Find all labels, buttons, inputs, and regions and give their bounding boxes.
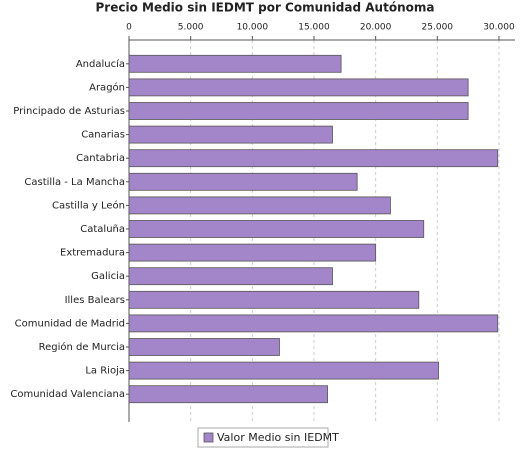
bar: [128, 243, 377, 262]
y-tick-label: Aragón: [89, 81, 125, 93]
bar: [128, 196, 391, 215]
bar: [128, 54, 342, 73]
x-tick-label: 10.000: [237, 23, 269, 33]
y-tick-label: Cataluña: [80, 224, 125, 235]
bar: [128, 267, 333, 286]
x-tick-label: 5.000: [178, 23, 204, 33]
bar: [128, 149, 499, 168]
x-tick-label: 30.000: [483, 23, 515, 33]
y-tick-label: Castilla - La Mancha: [24, 177, 125, 188]
y-tick-label: Cantabria: [76, 153, 125, 164]
legend-swatch: [203, 432, 214, 443]
y-tick-label: Canarias: [81, 130, 125, 141]
legend-box: [197, 427, 329, 448]
bar: [128, 361, 439, 380]
bar: [128, 338, 280, 356]
y-tick-label: La Rioja: [85, 366, 125, 377]
x-tick-label: 15.000: [298, 23, 330, 33]
y-tick-label: Extremadura: [60, 248, 125, 259]
y-tick-label: Illes Balears: [65, 295, 125, 306]
bar: [128, 314, 499, 333]
bar: [128, 78, 469, 97]
x-tick-label: 25.000: [422, 23, 454, 33]
y-tick-label: Principado de Asturias: [13, 106, 125, 117]
y-tick-label: Castilla y León: [52, 199, 125, 211]
bar: [128, 385, 328, 404]
y-tick-label: Andalucía: [76, 58, 125, 70]
bar: [128, 102, 469, 120]
bar: [128, 125, 333, 144]
x-tick-label: 0: [126, 23, 132, 33]
bar: [128, 220, 425, 238]
chart-title: Precio Medio sin IEDMT por Comunidad Aut…: [96, 1, 435, 15]
y-tick-label: Comunidad Valenciana: [10, 389, 125, 400]
bar: [128, 290, 420, 309]
y-tick-label: Comunidad de Madrid: [15, 318, 125, 329]
y-tick-label: Región de Murcia: [39, 341, 125, 353]
y-tick-label: Galicia: [91, 271, 125, 282]
legend-label: Valor Medio sin IEDMT: [217, 431, 339, 444]
bar: [128, 172, 358, 191]
x-tick-label: 20.000: [360, 23, 392, 33]
